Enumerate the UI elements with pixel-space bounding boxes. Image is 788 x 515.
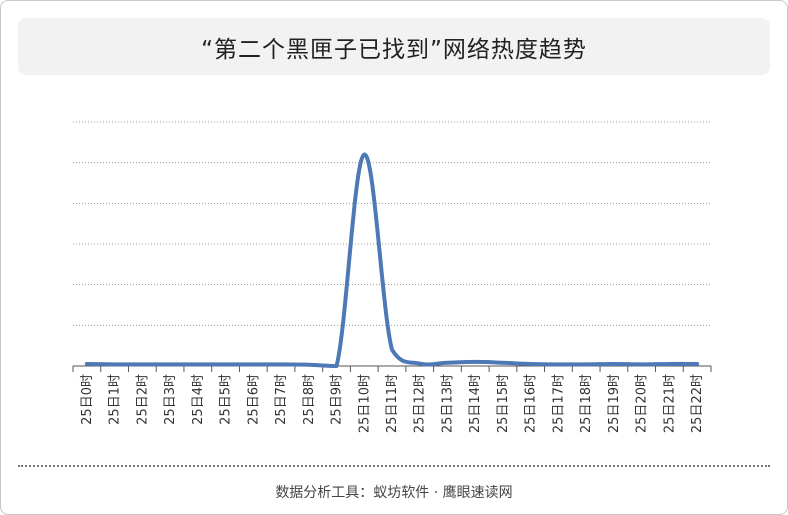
x-tick-label: 25日4时: [191, 374, 206, 425]
x-tick-label: 25日11时: [385, 374, 400, 433]
gridlines: [73, 121, 711, 326]
footer-divider: [18, 465, 770, 467]
x-tick-label: 25日0时: [80, 374, 95, 425]
x-tick-label: 25日21时: [662, 374, 677, 433]
x-tick-label: 25日20时: [635, 374, 650, 433]
series-line-layer: [84, 152, 700, 368]
line-chart: 25日0时 25日1时 25日2时 25日3时 25日4时 25日5时 25日6时 25日7时…: [72, 121, 712, 433]
x-tick-label: 25日2时: [135, 374, 150, 425]
x-tick-label: 25日22时: [690, 374, 705, 433]
x-tick-label: 25日17时: [551, 374, 566, 433]
x-tick-label: 25日19时: [607, 374, 622, 433]
x-tick-label: 25日14时: [468, 374, 483, 433]
chart-title: “第二个黑匣子已找到”网络热度趋势: [201, 36, 587, 63]
x-tick-label: 25日6时: [246, 374, 261, 425]
footer-source: 数据分析工具：蚁坊软件 · 鹰眼速读网: [275, 485, 513, 501]
x-axis: [72, 365, 712, 372]
x-tick-label: 25日9时: [330, 374, 345, 425]
x-tick-label: 25日1时: [108, 374, 123, 425]
x-tick-label: 25日12时: [413, 374, 428, 433]
x-tick-label: 25日5时: [219, 374, 234, 425]
x-tick-label: 25日13时: [440, 374, 455, 433]
x-tick-label: 25日16时: [524, 374, 539, 433]
x-tick-label: 25日8时: [302, 374, 317, 425]
x-tick-label: 25日3时: [163, 374, 178, 425]
title-bar: “第二个黑匣子已找到”网络热度趋势: [18, 18, 770, 75]
x-tick-label: 25日18时: [579, 374, 594, 433]
x-tick-label: 25日10时: [357, 374, 372, 433]
x-tick-label: 25日7时: [274, 374, 289, 425]
x-tick-label: 25日15时: [496, 374, 511, 433]
series-line: [84, 152, 700, 368]
x-tick-labels: 25日0时 25日1时 25日2时 25日3时 25日4时 25日5时 25日6时 25日7时…: [80, 374, 705, 433]
